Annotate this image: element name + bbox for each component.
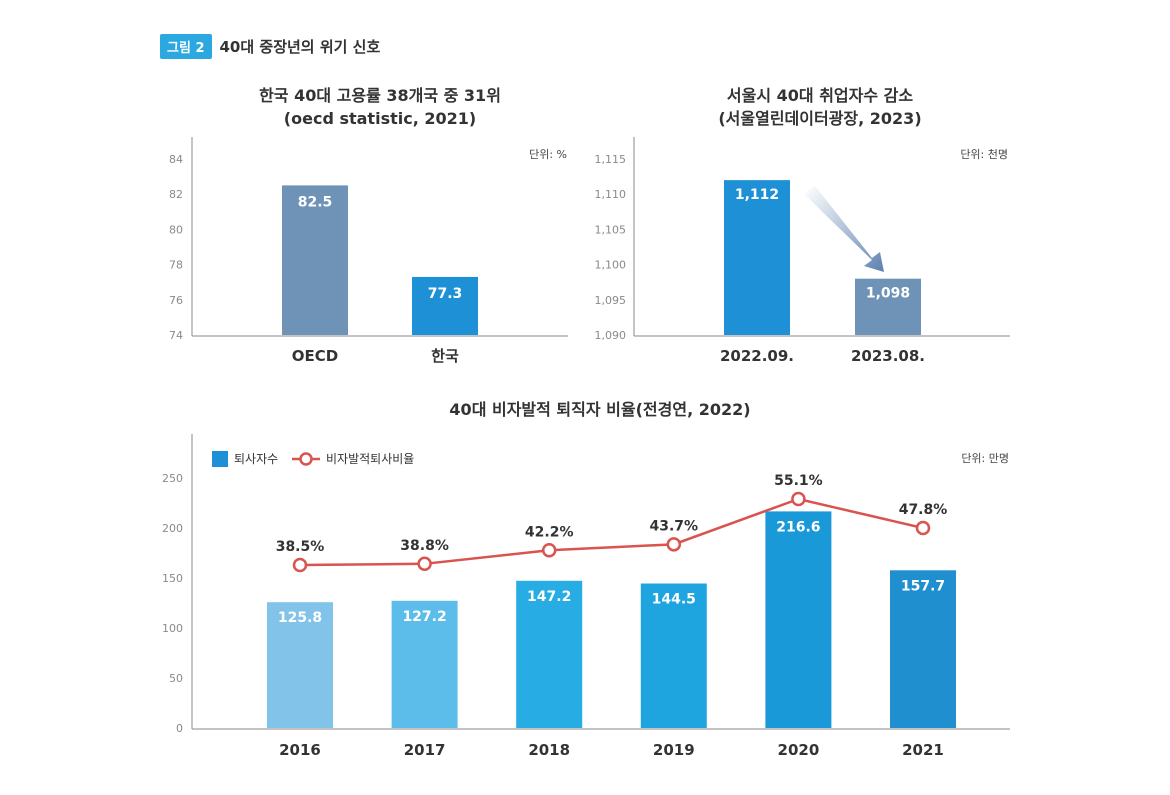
involuntary-retirement-chart: 40대 비자발적 퇴직자 비율(전경연, 2022) 단위: 만명 퇴사자수 비… <box>162 400 1010 759</box>
line-point-label: 55.1% <box>774 473 823 489</box>
line-point-label: 38.5% <box>276 539 325 555</box>
legend-bar-label: 퇴사자수 <box>234 452 278 466</box>
bar <box>890 570 956 728</box>
bar <box>267 602 333 728</box>
category-label: 2018 <box>528 741 570 759</box>
category-label: 2022.09. <box>720 347 794 365</box>
y-tick-label: 150 <box>162 572 183 585</box>
y-tick-label: 82 <box>169 188 183 201</box>
decrease-arrow-icon <box>804 186 884 272</box>
employment-chart-title-line2: (oecd statistic, 2021) <box>284 109 476 128</box>
y-tick-label: 50 <box>169 672 183 685</box>
y-tick-label: 100 <box>162 622 183 635</box>
y-tick-label: 200 <box>162 522 183 535</box>
bar-value-label: 1,098 <box>866 286 910 302</box>
line-point <box>292 557 308 573</box>
line-point <box>791 491 806 507</box>
bar-value-label: 82.5 <box>298 194 333 210</box>
y-tick-label: 1,095 <box>595 294 627 307</box>
category-label: OECD <box>292 347 338 365</box>
category-label: 2019 <box>653 741 695 759</box>
employment-chart-unit: 단위: % <box>529 148 567 161</box>
bar-value-label: 125.8 <box>278 610 322 626</box>
y-tick-label: 1,105 <box>595 223 627 236</box>
bar-value-label: 77.3 <box>428 286 463 302</box>
y-tick-label: 250 <box>162 472 183 485</box>
legend-line-label: 비자발적퇴사비율 <box>326 452 414 466</box>
retirement-chart-title: 40대 비자발적 퇴직자 비율(전경연, 2022) <box>449 400 750 419</box>
figure-badge: 그림 2 <box>160 34 212 59</box>
figure-header: 그림 2 40대 중장년의 위기 신호 <box>160 34 380 59</box>
y-tick-label: 76 <box>169 294 183 307</box>
y-tick-label: 78 <box>169 259 183 272</box>
bar-value-label: 157.7 <box>901 578 945 594</box>
line-point-label: 42.2% <box>525 524 574 540</box>
bar-value-label: 127.2 <box>402 609 446 625</box>
bar <box>640 583 707 728</box>
retirement-chart-unit: 단위: 만명 <box>961 452 1009 465</box>
line-point <box>666 537 682 552</box>
bar-value-label: 1,112 <box>735 187 779 203</box>
retirement-chart-legend: 퇴사자수 비자발적퇴사비율 <box>212 451 414 467</box>
bar <box>516 580 583 728</box>
category-label: 2021 <box>902 741 944 759</box>
line-point <box>915 520 931 536</box>
category-label: 한국 <box>431 347 459 365</box>
bar <box>724 180 790 335</box>
employment-chart-title-line1: 한국 40대 고용률 38개국 중 31위 <box>259 86 501 105</box>
category-label: 2017 <box>404 741 446 759</box>
seoul-employed-chart: 서울시 40대 취업자수 감소 (서울열린데이터광장, 2023) 단위: 천명… <box>595 86 1010 365</box>
line-point-label: 43.7% <box>650 518 699 534</box>
line-point-label: 47.8% <box>899 502 948 518</box>
bar <box>855 278 921 335</box>
category-label: 2016 <box>279 741 321 759</box>
y-tick-label: 1,110 <box>595 188 627 201</box>
y-tick-label: 1,090 <box>595 329 627 342</box>
y-tick-label: 84 <box>169 153 183 166</box>
seoul-chart-title-line1: 서울시 40대 취업자수 감소 <box>727 86 913 105</box>
seoul-chart-unit: 단위: 천명 <box>960 147 1008 161</box>
seoul-chart-title-line2: (서울열린데이터광장, 2023) <box>718 109 921 128</box>
category-label: 2023.08. <box>851 347 925 365</box>
category-label: 2020 <box>778 741 820 759</box>
bar-value-label: 144.5 <box>652 592 696 608</box>
bar <box>765 511 832 728</box>
bar-value-label: 147.2 <box>527 589 571 605</box>
legend-bar-swatch <box>212 451 228 467</box>
ratio-line <box>299 497 924 567</box>
bar-value-label: 216.6 <box>776 519 820 535</box>
legend-line-marker <box>299 452 313 466</box>
bar <box>412 276 478 335</box>
y-tick-label: 74 <box>169 329 183 342</box>
y-tick-label: 0 <box>176 722 183 735</box>
y-tick-label: 80 <box>169 223 183 236</box>
y-tick-label: 1,115 <box>595 153 627 166</box>
bar <box>391 600 458 728</box>
bar <box>282 185 348 335</box>
line-point <box>541 543 557 558</box>
figure-title: 40대 중장년의 위기 신호 <box>219 38 381 56</box>
employment-rank-chart: 한국 40대 고용률 38개국 중 31위 (oecd statistic, 2… <box>169 86 568 365</box>
y-tick-label: 1,100 <box>595 259 627 272</box>
line-point <box>417 556 432 572</box>
line-point-label: 38.8% <box>400 538 449 554</box>
